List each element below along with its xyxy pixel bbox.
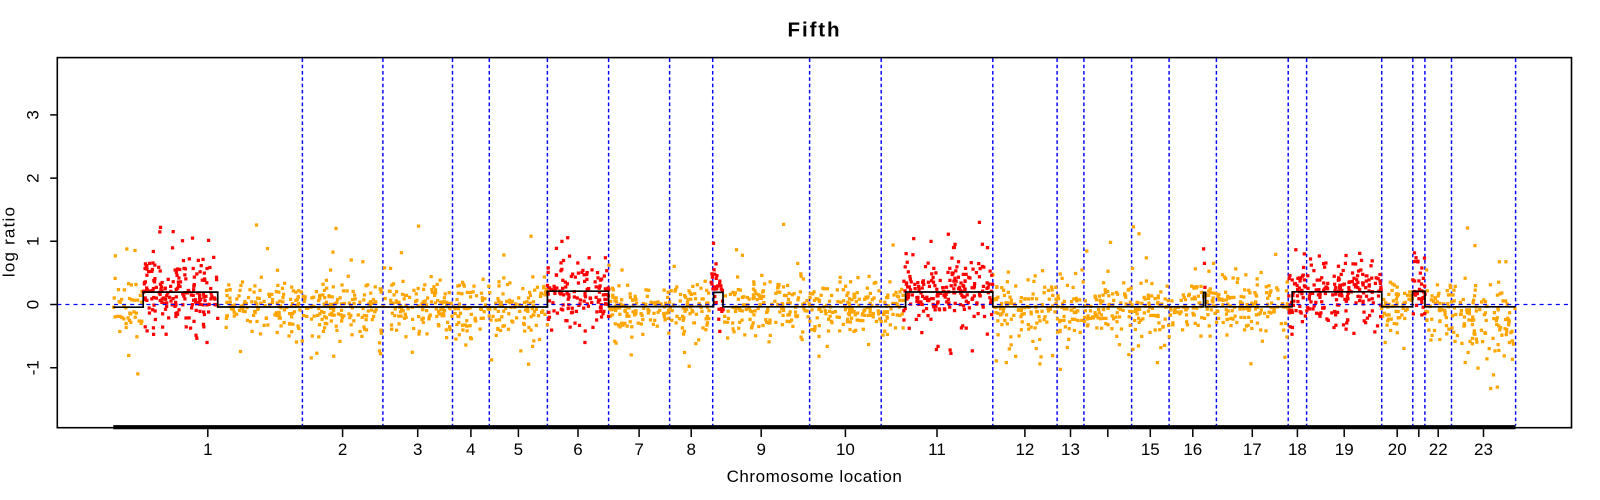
svg-text:9: 9 (756, 440, 765, 459)
svg-text:19: 19 (1335, 440, 1354, 459)
svg-text:17: 17 (1243, 440, 1262, 459)
svg-text:0: 0 (23, 300, 42, 309)
svg-text:11: 11 (928, 440, 946, 459)
svg-text:3: 3 (23, 110, 42, 119)
svg-text:log ratio: log ratio (0, 206, 19, 277)
svg-text:18: 18 (1288, 440, 1307, 459)
svg-text:-1: -1 (23, 360, 42, 375)
svg-text:13: 13 (1061, 440, 1080, 459)
svg-text:4: 4 (466, 440, 475, 459)
svg-text:6: 6 (573, 440, 582, 459)
svg-text:15: 15 (1141, 440, 1160, 459)
svg-text:22: 22 (1429, 440, 1448, 459)
svg-text:5: 5 (514, 440, 523, 459)
svg-text:12: 12 (1015, 440, 1034, 459)
svg-text:7: 7 (634, 440, 643, 459)
svg-text:23: 23 (1474, 440, 1493, 459)
svg-text:16: 16 (1183, 440, 1202, 459)
svg-text:1: 1 (203, 440, 212, 459)
svg-text:2: 2 (23, 173, 42, 182)
svg-text:8: 8 (686, 440, 695, 459)
svg-text:20: 20 (1388, 440, 1407, 459)
svg-text:10: 10 (836, 440, 855, 459)
svg-text:Fifth: Fifth (788, 19, 842, 42)
svg-text:3: 3 (413, 440, 422, 459)
svg-text:2: 2 (338, 440, 347, 459)
svg-text:Chromosome location: Chromosome location (727, 467, 903, 486)
svg-text:1: 1 (23, 237, 42, 246)
